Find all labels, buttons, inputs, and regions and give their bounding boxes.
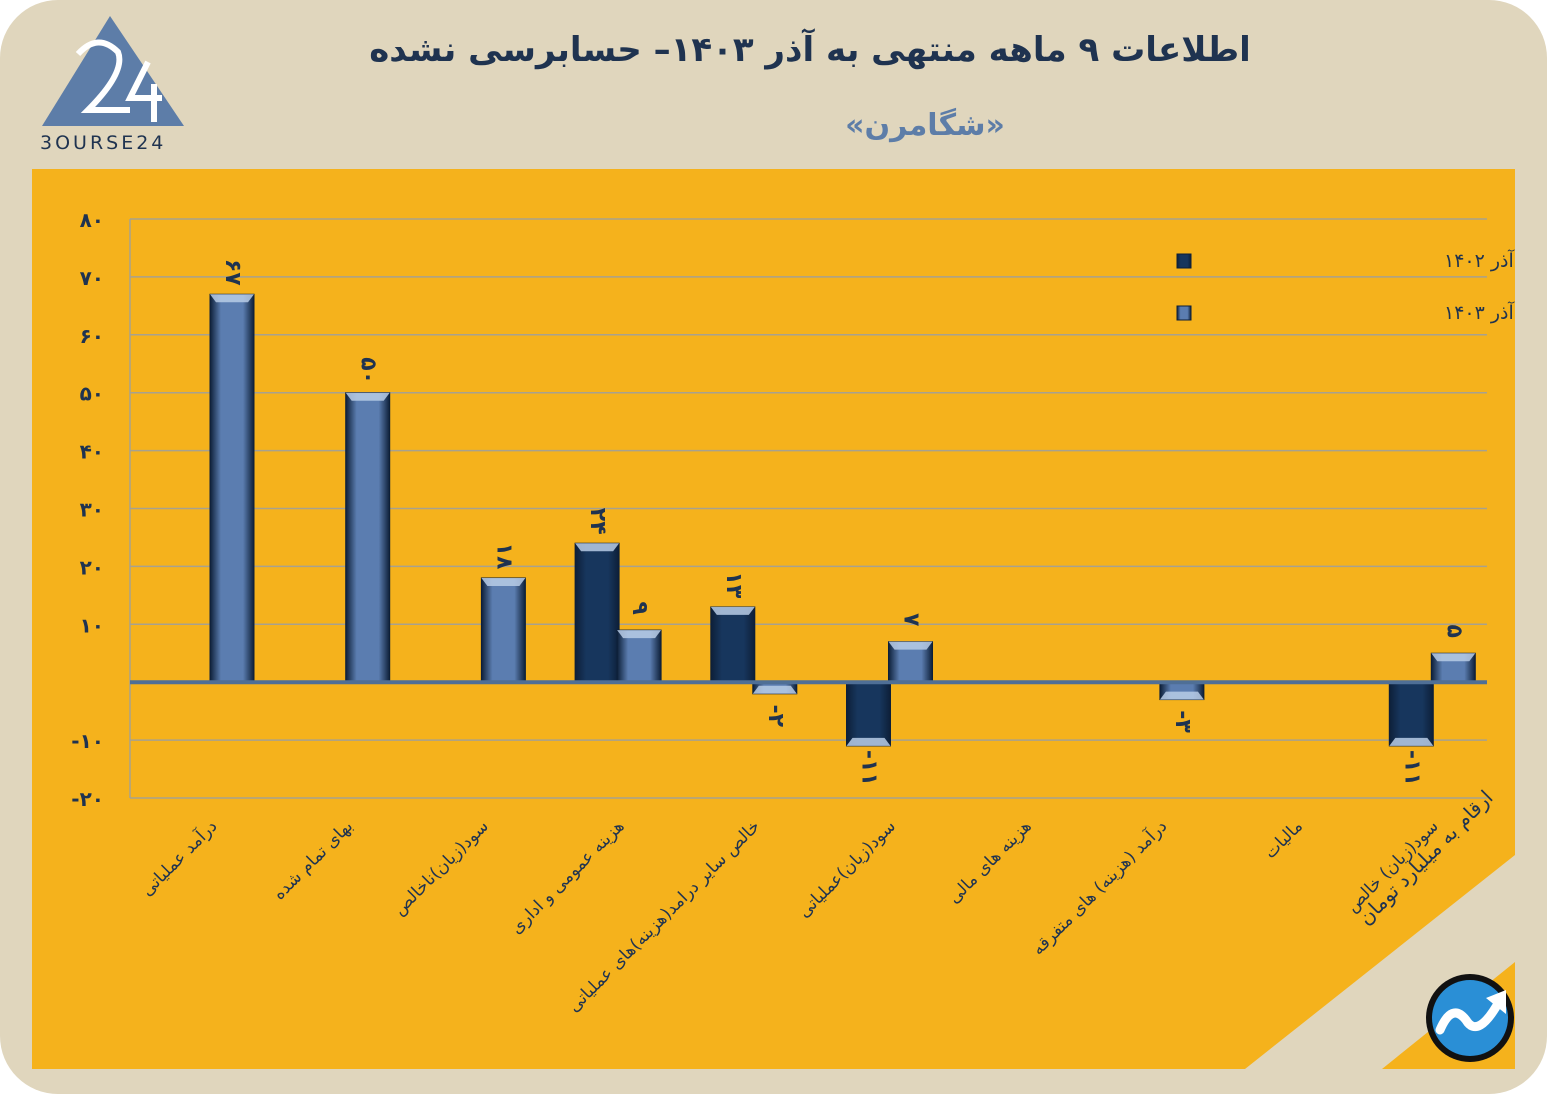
data-label: ۱۸ (491, 543, 516, 570)
bar (616, 629, 662, 683)
y-tick-label: -۱۰ (71, 729, 104, 753)
bar-cap (1389, 737, 1434, 746)
bar (846, 681, 891, 747)
data-label: -۱۱ (857, 750, 882, 786)
legend-swatch (1176, 305, 1192, 321)
data-label: ۵۰ (356, 357, 381, 384)
bourse24-logo-icon (42, 16, 184, 126)
bar-cap (846, 737, 891, 746)
bar (710, 606, 756, 683)
data-label: ۹ (627, 601, 652, 614)
y-tick-label: ۸۰ (80, 208, 104, 232)
data-label: ۵ (1441, 625, 1466, 638)
logo-text: 3OURSE24 (40, 132, 167, 154)
y-tick-label: ۳۰ (80, 498, 104, 522)
bar-cap (1431, 653, 1476, 662)
bar (480, 577, 526, 683)
page-subtitle: «شگامرن» (845, 108, 1005, 143)
bar-cap (752, 685, 797, 694)
y-tick-label: -۲۰ (71, 787, 104, 811)
bar (345, 392, 391, 683)
bar (209, 293, 255, 683)
bar-cap (481, 577, 526, 586)
bar-cap (888, 641, 933, 650)
legend-label: عملکرد منتهی به آذر ۱۴۰۲ (1444, 248, 1515, 272)
y-tick-label: ۴۰ (80, 440, 104, 464)
bar (1388, 681, 1434, 747)
data-label: ۱۳ (721, 572, 746, 599)
y-tick-label: ۵۰ (80, 382, 104, 406)
bar-cap (617, 630, 662, 639)
data-label: ۲۴ (585, 508, 610, 535)
trend-arrow-icon (1426, 974, 1514, 1062)
y-tick-label: ۶۰ (80, 324, 104, 348)
bar-cap (710, 606, 755, 615)
chart-panel: -۲۰ -۱۰ ۱۰ ۲۰ ۳۰ ۴۰ ۵۰ ۶۰ ۷۰ ۸۰ ۲۴ ۱۳ -۱۱ -۱۱ ۶۷ ۵۰ ۱۸ ۹ -… (32, 169, 1515, 1069)
y-tick-label: ۲۰ (80, 555, 104, 579)
legend-swatch (1176, 253, 1192, 269)
bar-cap (345, 392, 390, 401)
y-tick-label: ۱۰ (80, 613, 104, 637)
data-label: -۲ (763, 704, 788, 727)
page-title: اطلاعات ۹ ماهه منتهی به آذر ۱۴۰۳– حسابرس… (369, 30, 1251, 70)
data-label: ۶۷ (220, 259, 245, 286)
data-label: ۷ (899, 613, 924, 627)
bar-chart: -۲۰ -۱۰ ۱۰ ۲۰ ۳۰ ۴۰ ۵۰ ۶۰ ۷۰ ۸۰ ۲۴ ۱۳ -۱۱ -۱۱ ۶۷ ۵۰ ۱۸ ۹ -… (71, 208, 1515, 1016)
bar-cap (575, 543, 620, 552)
legend-label: عملکرد منتهی به آذر ۱۴۰۳ (1444, 300, 1515, 324)
bar-cap (210, 294, 254, 303)
data-label: -۱۱ (1399, 750, 1424, 786)
y-tick-label: ۷۰ (80, 266, 104, 290)
bar-cap (1159, 691, 1204, 700)
data-label: -۳ (1170, 710, 1195, 733)
